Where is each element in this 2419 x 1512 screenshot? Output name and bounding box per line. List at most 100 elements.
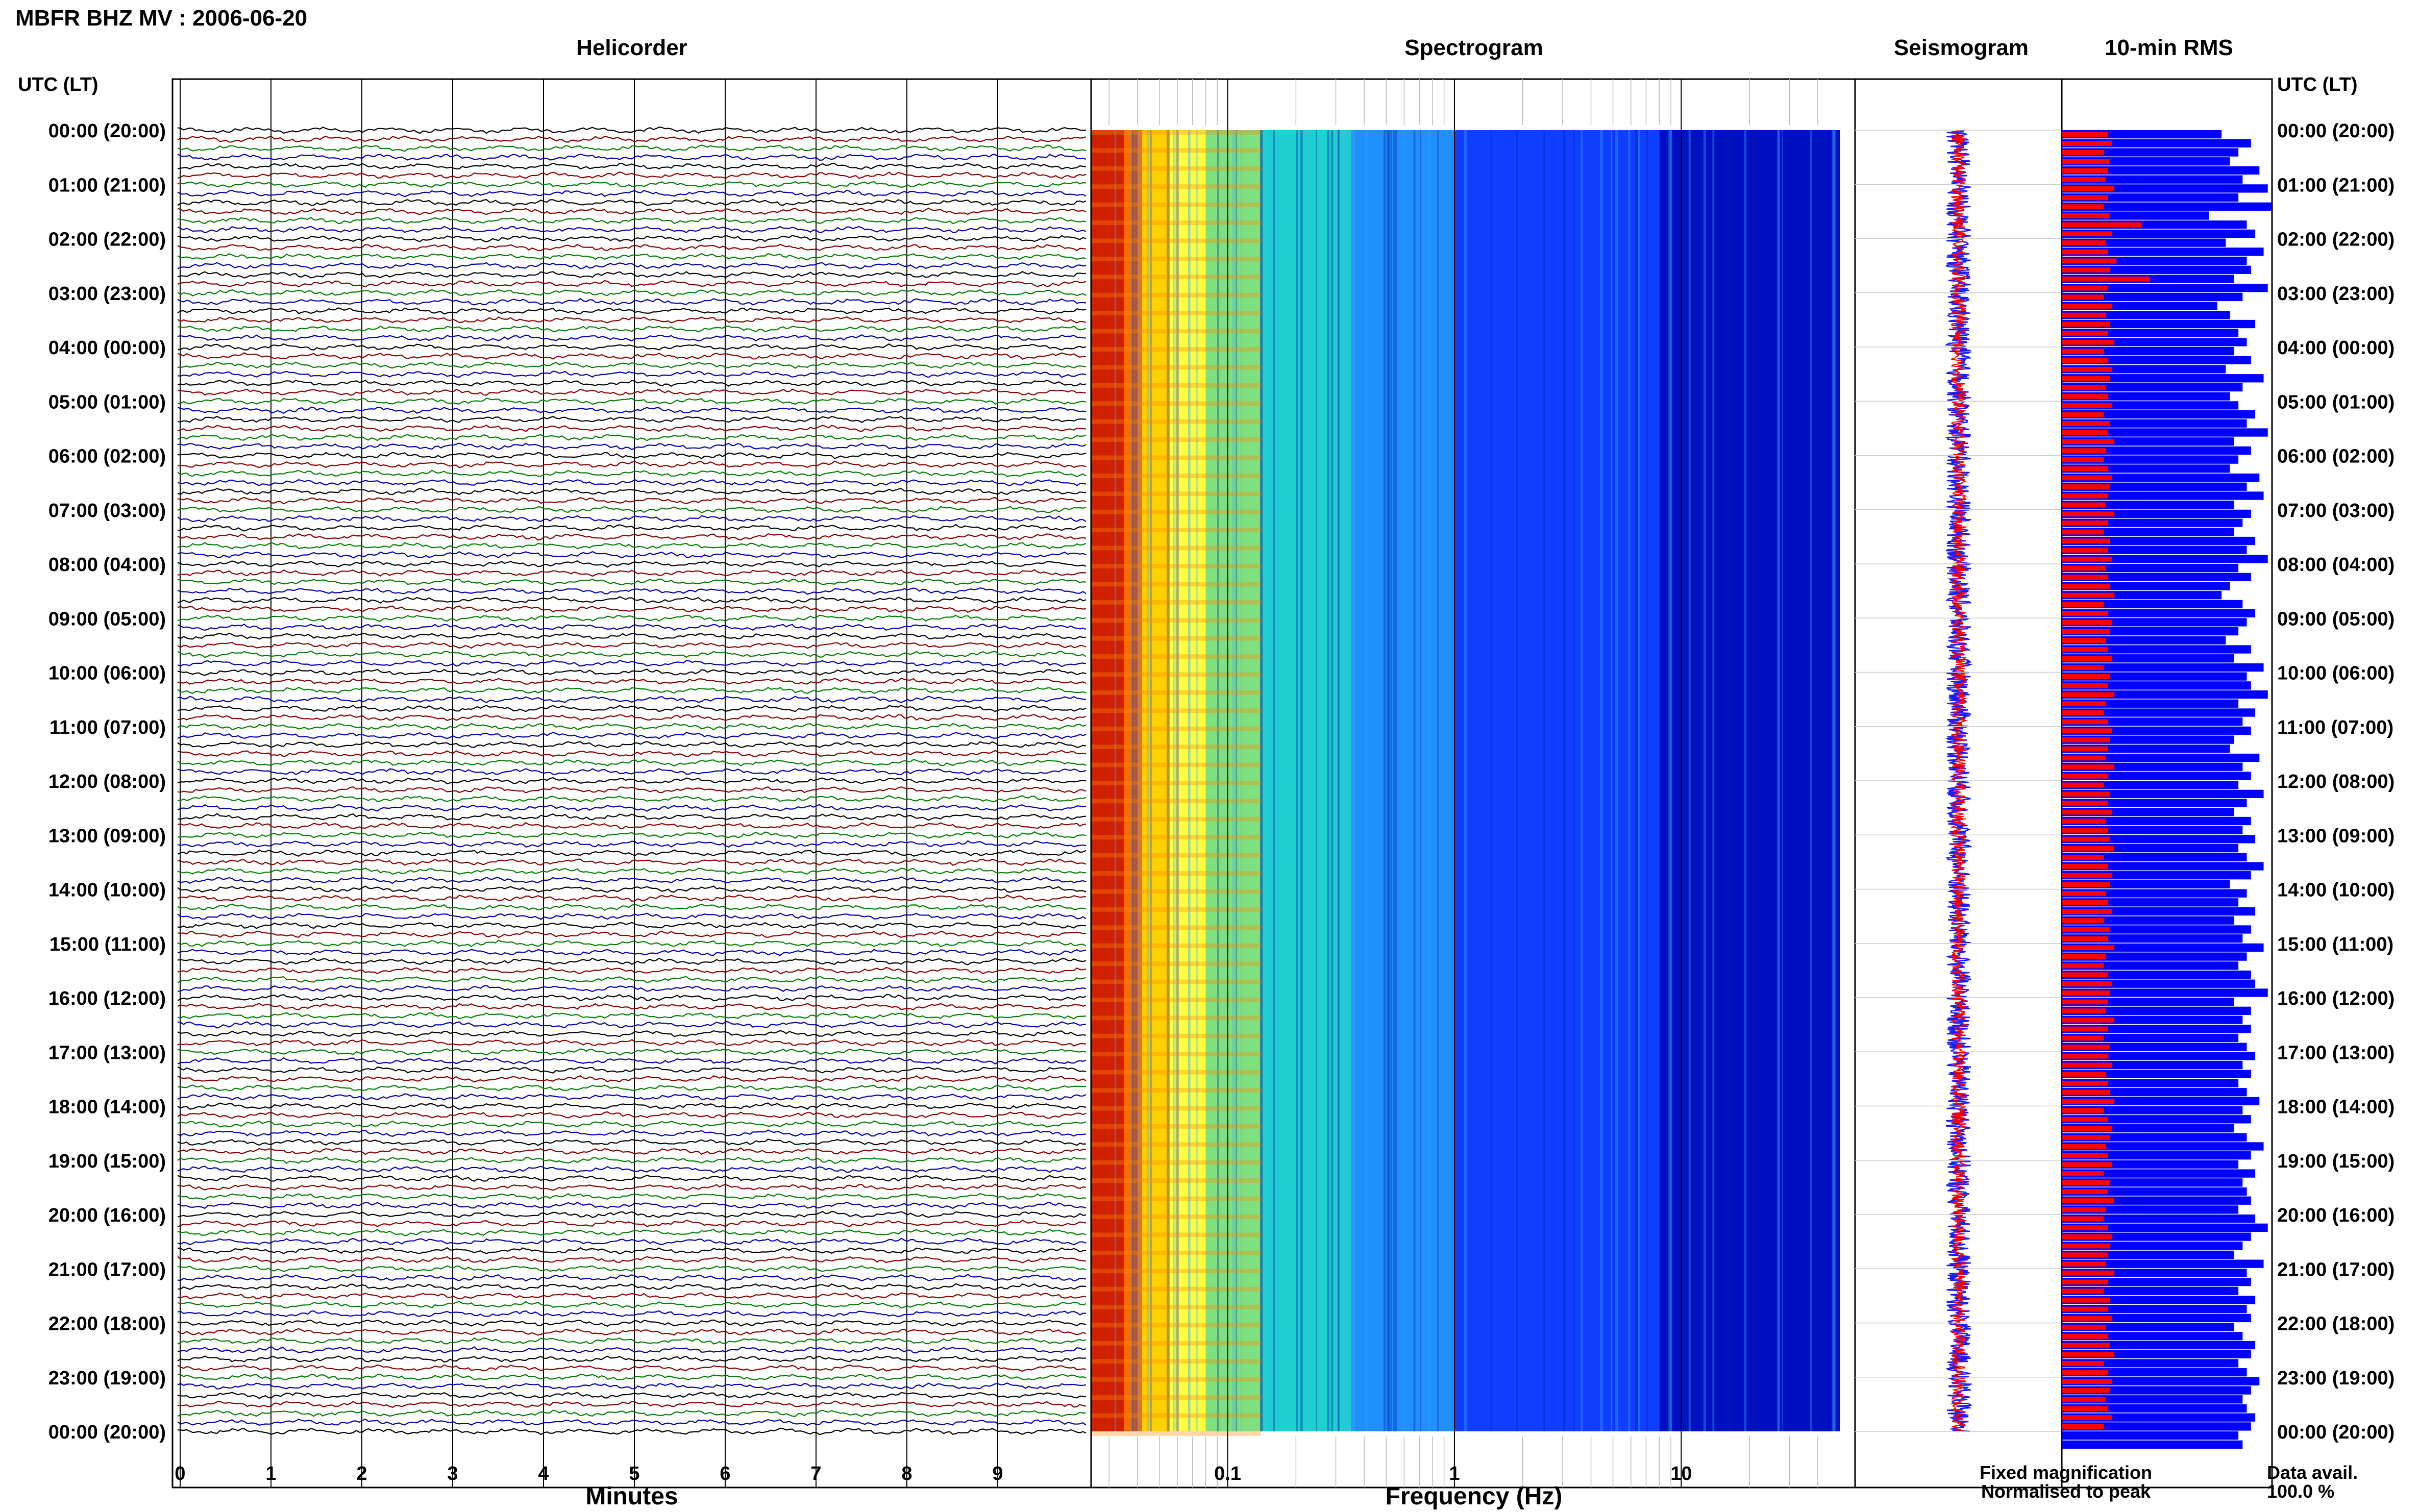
time-label-left: 11:00 (07:00) (50, 717, 166, 738)
rms-normalised-bar (2062, 1126, 2112, 1131)
frequency-axis-label: Frequency (Hz) (1386, 1483, 1563, 1510)
spectrogram-streak (1366, 130, 1368, 1431)
spectrogram-row-stripe (1091, 1232, 1261, 1237)
rms-normalised-bar (2062, 132, 2108, 137)
rms-normalised-bar (2062, 828, 2108, 833)
rms-normalised-bar (2062, 186, 2114, 191)
rms-fixed-bar (2062, 428, 2268, 437)
helicorder-trace (177, 479, 1087, 486)
spectrogram-row-stripe (1091, 455, 1261, 460)
helicorder-trace (177, 641, 1087, 649)
spectrogram-streak (1241, 130, 1243, 1431)
rms-normalised-bar (2062, 1108, 2104, 1113)
helicorder-trace (177, 280, 1087, 288)
time-label-right: 20:00 (16:00) (2277, 1205, 2395, 1226)
rms-normalised-bar (2062, 927, 2110, 932)
spectrogram-row-stripe (1091, 1160, 1261, 1165)
time-label-right: 12:00 (08:00) (2277, 771, 2395, 792)
spectrogram-row-stripe (1091, 672, 1261, 677)
rms-normalised-bar (2062, 349, 2104, 354)
rms-normalised-bar (2062, 475, 2112, 481)
rms-fixed-bar (2062, 1169, 2256, 1178)
time-label-right: 04:00 (00:00) (2277, 337, 2395, 359)
rms-normalised-bar (2062, 276, 2151, 282)
spectrogram-row-stripe (1091, 1377, 1261, 1382)
minutes-axis-label: Minutes (585, 1483, 678, 1510)
time-label-right: 08:00 (04:00) (2277, 554, 2395, 576)
helicorder-trace (177, 469, 1087, 478)
helicorder-trace (177, 1301, 1087, 1309)
rms-fixed-bar (2062, 166, 2260, 175)
helicorder-trace (177, 668, 1087, 677)
spectrogram-streak (1135, 130, 1139, 1431)
helicorder-trace (177, 912, 1087, 920)
spectrogram-streak (1490, 130, 1492, 1431)
spectrogram-row-stripe (1091, 726, 1261, 731)
helicorder-trace (177, 1183, 1087, 1191)
rms-normalised-bar (2062, 791, 2110, 797)
spectrogram-streak (1729, 130, 1732, 1431)
rms-normalised-bar (2062, 1360, 2104, 1366)
spectrogram-streak (1316, 130, 1317, 1431)
rms-normalised-bar (2062, 412, 2104, 417)
spectrogram-streak (1703, 130, 1706, 1431)
spectrogram-streak (1147, 130, 1149, 1431)
helicorder-trace (177, 1220, 1087, 1228)
rms-normalised-bar (2062, 150, 2104, 155)
helicorder-trace (177, 1030, 1087, 1037)
helicorder-trace (177, 253, 1087, 261)
rms-normalised-bar (2062, 1279, 2108, 1285)
helicorder-trace (177, 921, 1087, 929)
spectrogram-row-stripe (1091, 148, 1261, 153)
spectrogram-streak (1413, 130, 1416, 1431)
spectrogram-row-stripe (1091, 238, 1261, 243)
spectrogram-row-stripe (1091, 907, 1261, 912)
helicorder-trace (177, 1237, 1087, 1246)
spectrogram-row-stripe (1091, 618, 1261, 623)
helicorder-trace (177, 1084, 1087, 1092)
helicorder-trace (177, 514, 1087, 523)
rms-normalised-bar (2062, 520, 2108, 526)
rms-fixed-bar (2062, 916, 2234, 925)
rms-normalised-bar (2062, 647, 2108, 652)
helicorder-trace (177, 1166, 1087, 1174)
helicorder-trace (177, 343, 1087, 351)
helicorder-trace (177, 723, 1087, 731)
helicorder-trace (177, 740, 1087, 749)
spectrogram-streak (1150, 130, 1152, 1431)
spectrogram-streak (1352, 130, 1355, 1431)
spectrogram-streak (1394, 130, 1398, 1431)
rms-fixed-bar (2062, 347, 2234, 356)
time-label-left: 00:00 (20:00) (48, 120, 166, 142)
legend-fixed: Fixed magnification (1980, 1462, 2152, 1483)
rms-normalised-bar (2062, 800, 2108, 806)
rms-normalised-bar (2062, 809, 2112, 815)
helicorder-trace (177, 632, 1087, 640)
spectrogram-streak (1337, 130, 1340, 1431)
rms-fixed-bar (2062, 1440, 2243, 1449)
rms-normalised-bar (2062, 258, 2117, 264)
time-label-right: 05:00 (01:00) (2277, 391, 2395, 413)
spectrogram-streak (1812, 130, 1814, 1431)
spectrogram-streak (1810, 130, 1812, 1431)
spectrogram-streak (1388, 130, 1391, 1431)
rms-normalised-bar (2062, 1026, 2108, 1032)
helicorder-trace (177, 966, 1087, 975)
rms-normalised-bar (2062, 1370, 2108, 1375)
spectrogram-streak (1437, 130, 1439, 1431)
spectrogram-band (1659, 130, 1840, 1431)
helicorder-trace (177, 181, 1087, 188)
helicorder-trace (177, 307, 1087, 315)
rms-fixed-bar (2062, 1006, 2251, 1015)
rms-normalised-bar (2062, 665, 2104, 671)
rms-normalised-bar (2062, 1352, 2114, 1357)
spectrogram-streak (1296, 130, 1298, 1431)
rms-normalised-bar (2062, 719, 2108, 725)
rms-fixed-bar (2062, 202, 2272, 211)
minutes-tick-label: 8 (901, 1463, 912, 1484)
rms-normalised-bar (2062, 656, 2112, 661)
helicorder-panel (171, 78, 1092, 1489)
rms-normalised-bar (2062, 1415, 2112, 1420)
helicorder-trace (177, 1021, 1087, 1029)
rms-normalised-bar (2062, 249, 2108, 255)
